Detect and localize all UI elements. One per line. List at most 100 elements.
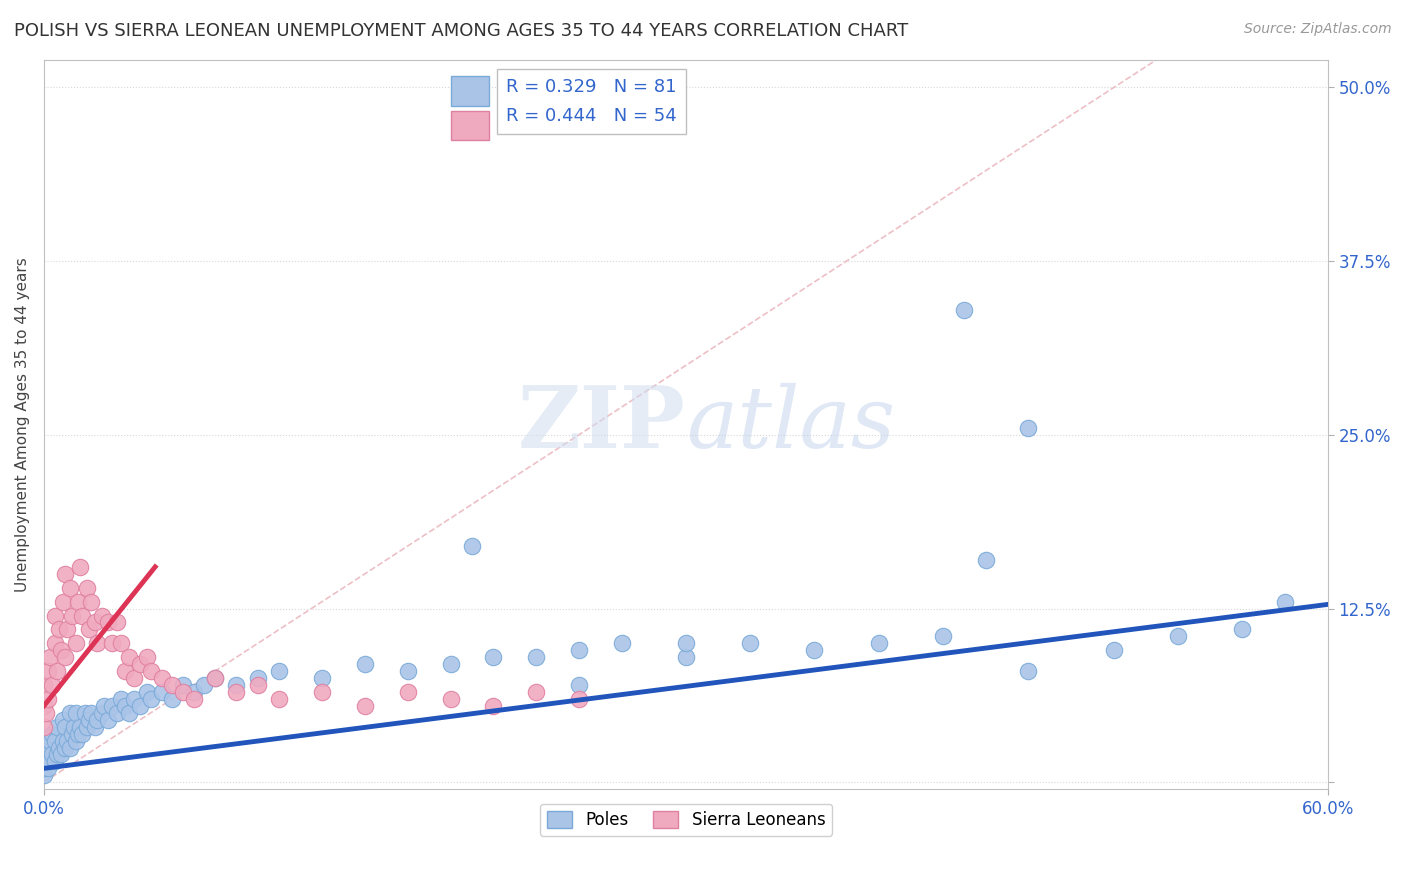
Point <box>974 553 997 567</box>
Point <box>1274 594 1296 608</box>
Point <box>76 720 98 734</box>
Point <box>69 559 91 574</box>
Point <box>135 650 157 665</box>
Point <box>67 594 90 608</box>
Point <box>183 685 205 699</box>
Point <box>1167 629 1189 643</box>
Point <box>110 636 132 650</box>
Point <box>52 594 75 608</box>
Point <box>39 650 62 665</box>
Point <box>63 720 86 734</box>
Point <box>32 768 55 782</box>
Point <box>162 692 184 706</box>
Point <box>56 623 79 637</box>
Point <box>32 678 55 692</box>
Point <box>65 733 87 747</box>
Point <box>150 685 173 699</box>
Point <box>269 664 291 678</box>
Point <box>97 615 120 630</box>
Point <box>868 636 890 650</box>
Point <box>118 650 141 665</box>
Text: atlas: atlas <box>686 383 896 466</box>
Point <box>67 726 90 740</box>
Point <box>39 755 62 769</box>
Point <box>84 720 107 734</box>
Point <box>129 698 152 713</box>
Point <box>65 636 87 650</box>
Point <box>76 581 98 595</box>
Point <box>72 726 94 740</box>
Point <box>439 692 461 706</box>
Text: ZIP: ZIP <box>519 383 686 467</box>
Point <box>150 671 173 685</box>
Point <box>225 685 247 699</box>
Point <box>354 698 377 713</box>
Point <box>114 664 136 678</box>
Point <box>49 643 72 657</box>
Point <box>396 685 419 699</box>
Point <box>52 713 75 727</box>
Point <box>311 671 333 685</box>
Point <box>72 608 94 623</box>
Point <box>44 755 66 769</box>
Point <box>311 685 333 699</box>
FancyBboxPatch shape <box>451 111 489 140</box>
Text: R = 0.329   N = 81
R = 0.444   N = 54: R = 0.329 N = 81 R = 0.444 N = 54 <box>506 78 676 125</box>
Point <box>953 302 976 317</box>
Point <box>568 643 591 657</box>
Point <box>37 740 59 755</box>
Point <box>568 692 591 706</box>
Point <box>53 720 76 734</box>
Point <box>101 636 124 650</box>
Point <box>269 692 291 706</box>
Point <box>69 720 91 734</box>
Point <box>45 747 67 762</box>
Point <box>354 657 377 672</box>
Point <box>73 706 96 720</box>
Point <box>204 671 226 685</box>
Point <box>246 671 269 685</box>
Point <box>803 643 825 657</box>
Point <box>56 733 79 747</box>
Point <box>172 685 194 699</box>
Point <box>139 692 162 706</box>
Point <box>86 713 108 727</box>
Point <box>35 755 58 769</box>
Point <box>80 706 103 720</box>
Point <box>225 678 247 692</box>
Point <box>675 650 697 665</box>
Point <box>86 636 108 650</box>
Point <box>172 678 194 692</box>
Point <box>139 664 162 678</box>
Point <box>77 623 100 637</box>
Text: Source: ZipAtlas.com: Source: ZipAtlas.com <box>1244 22 1392 37</box>
Point <box>1232 623 1254 637</box>
Point <box>396 664 419 678</box>
Point <box>35 706 58 720</box>
Point <box>524 685 547 699</box>
Point <box>114 698 136 713</box>
Point <box>53 740 76 755</box>
Point <box>60 726 83 740</box>
Point <box>45 720 67 734</box>
FancyBboxPatch shape <box>451 77 489 105</box>
Point <box>105 615 128 630</box>
Point <box>610 636 633 650</box>
Point <box>41 678 63 692</box>
Point <box>122 671 145 685</box>
Text: POLISH VS SIERRA LEONEAN UNEMPLOYMENT AMONG AGES 35 TO 44 YEARS CORRELATION CHAR: POLISH VS SIERRA LEONEAN UNEMPLOYMENT AM… <box>14 22 908 40</box>
Point <box>48 740 70 755</box>
Point <box>45 664 67 678</box>
Point <box>32 698 55 713</box>
Point <box>90 608 112 623</box>
Point <box>77 713 100 727</box>
Point <box>53 650 76 665</box>
Point <box>65 706 87 720</box>
Point <box>39 733 62 747</box>
Point <box>53 566 76 581</box>
Point <box>32 761 55 775</box>
Point <box>97 713 120 727</box>
Point <box>193 678 215 692</box>
Point <box>932 629 955 643</box>
Point <box>118 706 141 720</box>
